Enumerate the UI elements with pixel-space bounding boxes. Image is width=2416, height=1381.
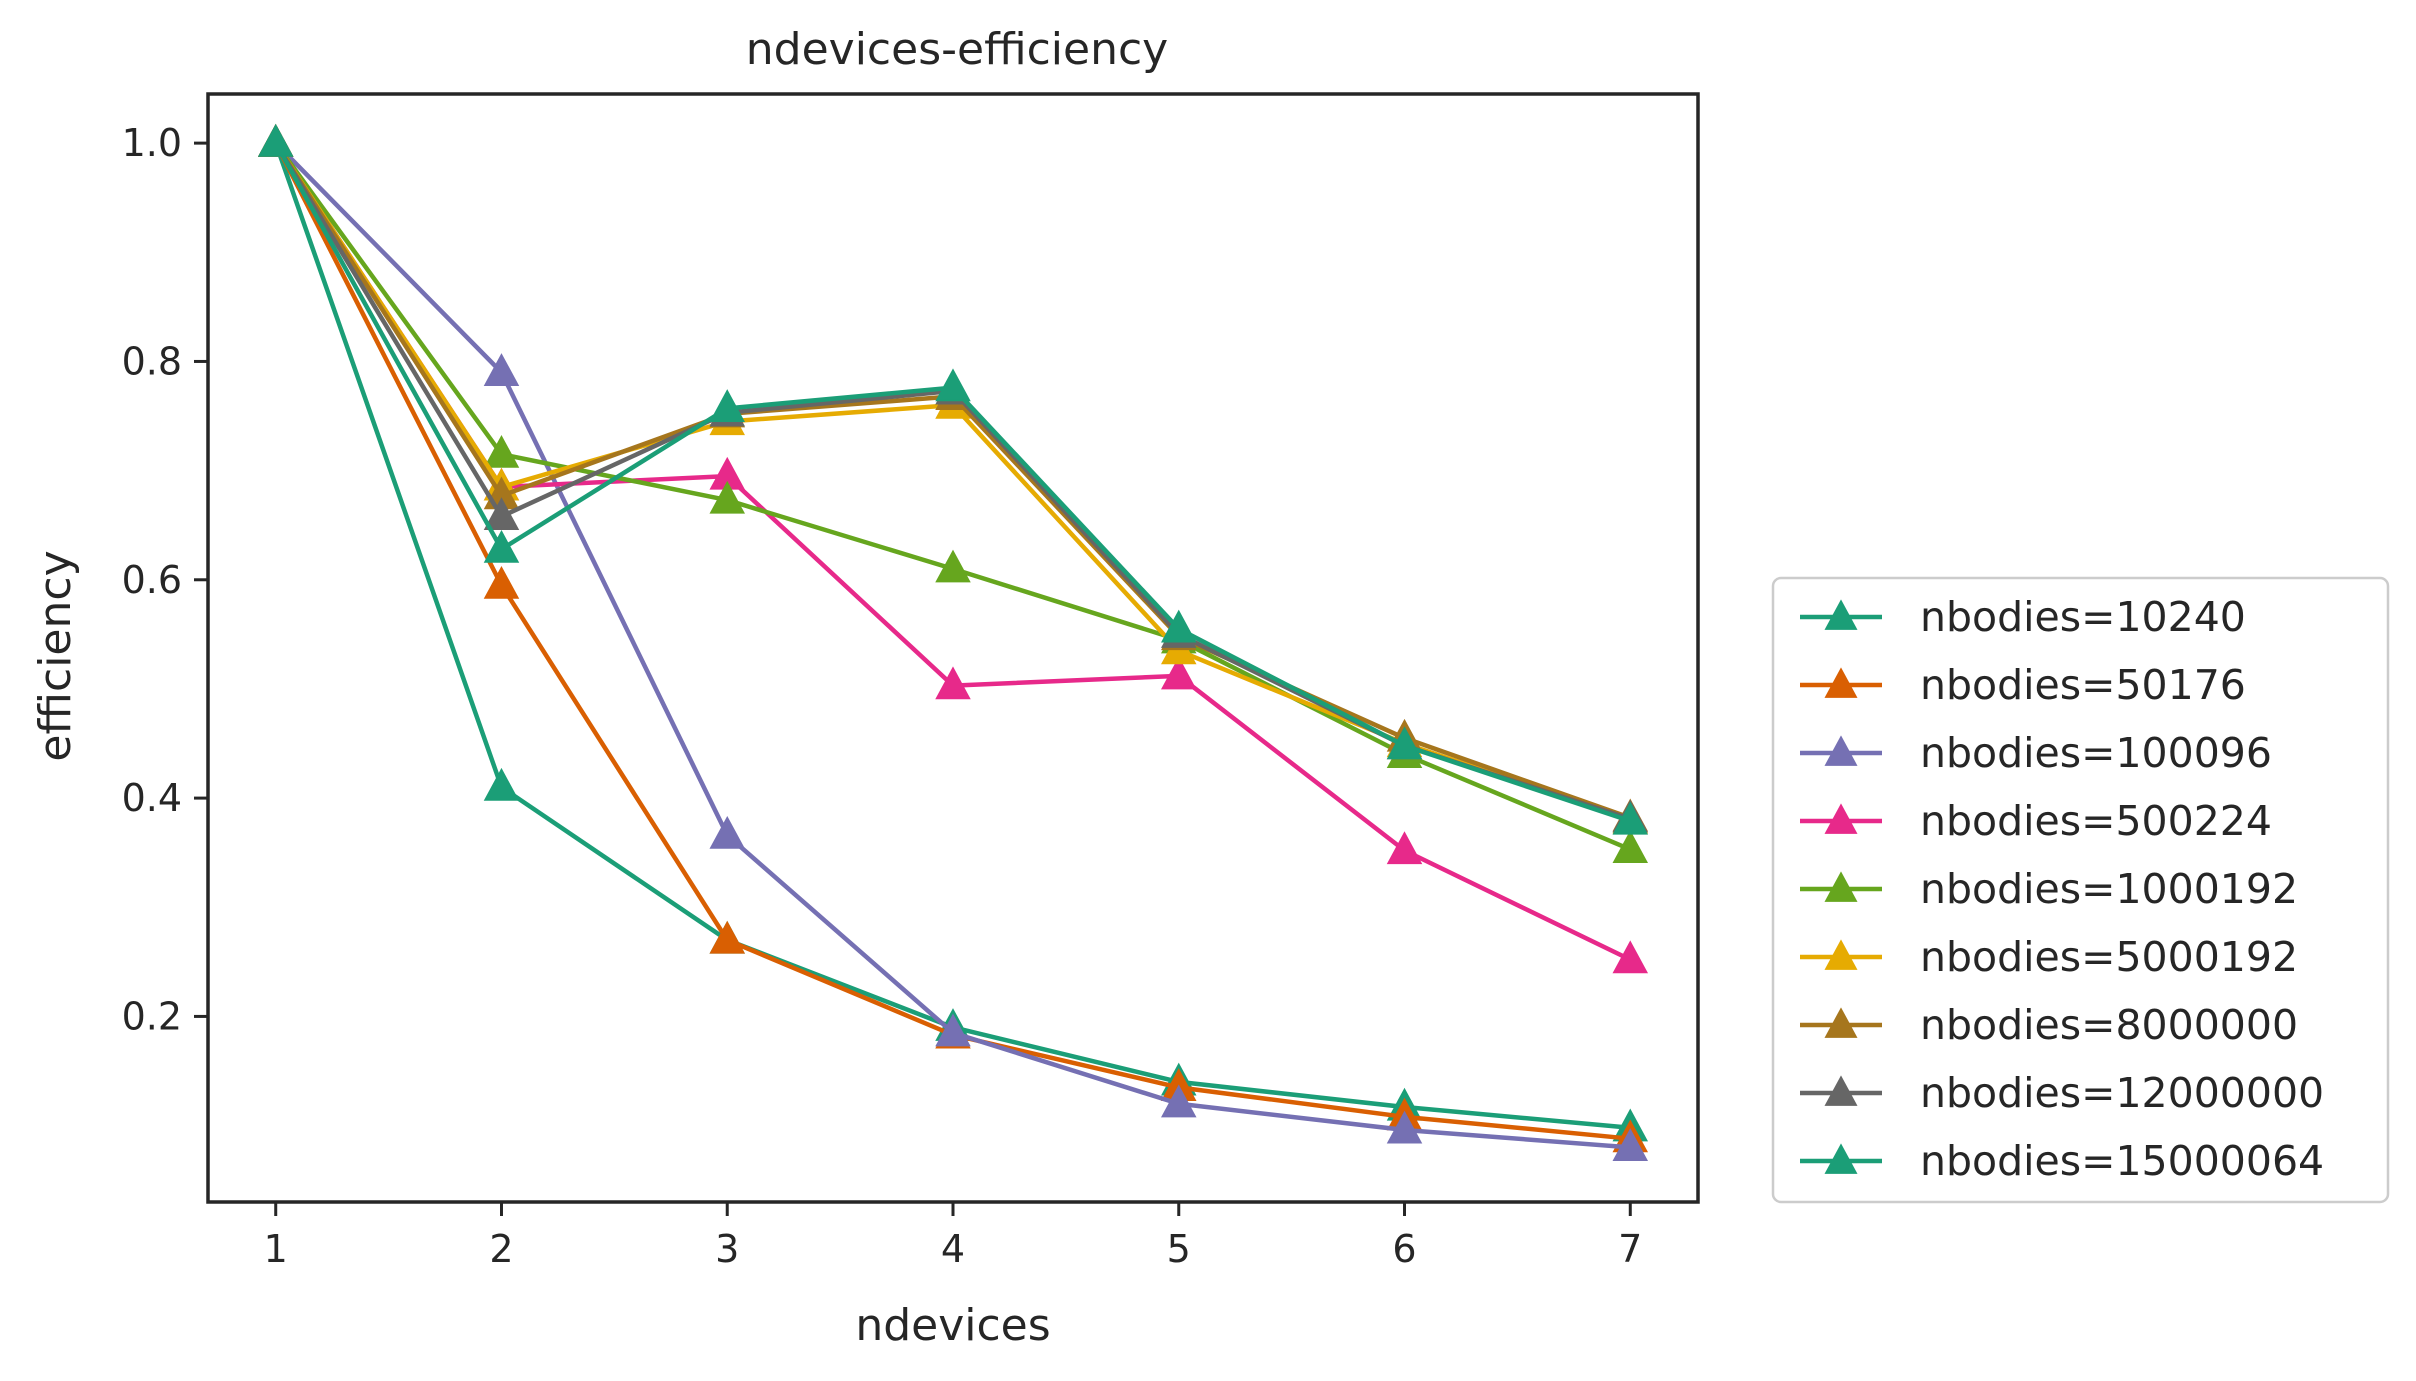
x-tick-label: 6 [1392, 1227, 1416, 1271]
legend-entry: nbodies=15000064 [1800, 1137, 2324, 1185]
legend-entry: nbodies=100096 [1800, 729, 2272, 777]
legend-entry: nbodies=1000192 [1800, 865, 2298, 913]
data-point-marker [1612, 940, 1649, 974]
data-point-marker [709, 920, 746, 954]
data-point-marker [483, 497, 520, 531]
legend-entry: nbodies=10240 [1800, 593, 2246, 641]
data-point-marker [935, 549, 971, 583]
data-point-marker [1612, 1128, 1649, 1161]
data-point-marker [483, 353, 520, 386]
data-point-marker [257, 123, 294, 157]
x-tick-label: 4 [941, 1227, 965, 1271]
legend-marker [1824, 1143, 1858, 1174]
data-point-marker [1612, 801, 1649, 835]
y-axis: 0.2 0.4 0.6 0.8 1.0 [122, 121, 208, 1038]
y-tick-label: 0.8 [122, 339, 182, 383]
legend-label: nbodies=10240 [1920, 593, 2246, 641]
legend-marker [1824, 871, 1858, 902]
data-point-marker [1386, 726, 1423, 760]
data-point-marker [935, 1013, 971, 1047]
x-tick-label: 2 [489, 1227, 513, 1271]
legend-label: nbodies=5000192 [1920, 933, 2298, 981]
legend-frame [1771, 576, 2390, 1204]
legend-marker [1824, 939, 1858, 970]
legend-entry: nbodies=50176 [1800, 661, 2246, 709]
legend-label: nbodies=1000192 [1920, 865, 2298, 913]
legend-label: nbodies=12000000 [1920, 1069, 2324, 1117]
legend-label: nbodies=15000064 [1920, 1137, 2324, 1185]
legend-entry: nbodies=12000000 [1800, 1069, 2324, 1117]
legend-entry: nbodies=5000192 [1800, 933, 2298, 981]
series-nbodies=15000064 [257, 123, 1649, 835]
legend-label: nbodies=8000000 [1920, 1001, 2298, 1049]
data-point-marker [483, 565, 520, 599]
data-point-marker [1160, 656, 1197, 690]
data-point-marker [935, 368, 971, 402]
data-point-marker [935, 666, 971, 700]
x-axis-label: ndevices [855, 1300, 1050, 1351]
data-point-marker [483, 434, 520, 468]
x-tick-label: 5 [1167, 1227, 1191, 1271]
legend-marker [1824, 667, 1858, 698]
chart-title: ndevices-efficiency [746, 24, 1168, 75]
series-nbodies=100096 [257, 123, 1649, 1161]
legend-marker [1824, 735, 1858, 766]
data-point-marker [483, 529, 520, 563]
data-point-marker [709, 815, 746, 849]
y-tick-label: 0.6 [122, 558, 182, 602]
data-point-marker [1160, 609, 1197, 643]
legend-label: nbodies=50176 [1920, 661, 2246, 709]
x-axis: 1 2 3 4 5 6 7 [264, 1202, 1642, 1271]
legend-marker [1824, 803, 1858, 834]
data-point-marker [1386, 1110, 1423, 1144]
y-axis-label: efficiency [30, 550, 81, 761]
legend-marker [1824, 599, 1858, 630]
data-point-marker [709, 480, 746, 514]
legend-label: nbodies=500224 [1920, 797, 2272, 845]
legend-label: nbodies=100096 [1920, 729, 2272, 777]
data-point-marker [1160, 1084, 1197, 1118]
data-point-marker [1386, 831, 1423, 865]
legend-entry: nbodies=500224 [1800, 797, 2272, 845]
plot-area [257, 123, 1649, 1161]
legend-marker [1824, 1007, 1858, 1038]
legend-marker [1824, 1075, 1858, 1106]
legend: nbodies=10240 nbodies=50176 nbodies=100096… [1771, 576, 2390, 1204]
y-tick-label: 0.4 [122, 776, 182, 820]
data-point-marker [1612, 830, 1649, 863]
y-tick-label: 1.0 [122, 121, 182, 165]
data-point-marker [709, 389, 746, 422]
data-point-marker [483, 767, 520, 801]
x-tick-label: 7 [1618, 1227, 1642, 1271]
x-tick-label: 3 [715, 1227, 739, 1271]
y-tick-label: 0.2 [122, 994, 182, 1038]
x-tick-label: 1 [264, 1227, 288, 1271]
legend-entry: nbodies=8000000 [1800, 1001, 2298, 1049]
